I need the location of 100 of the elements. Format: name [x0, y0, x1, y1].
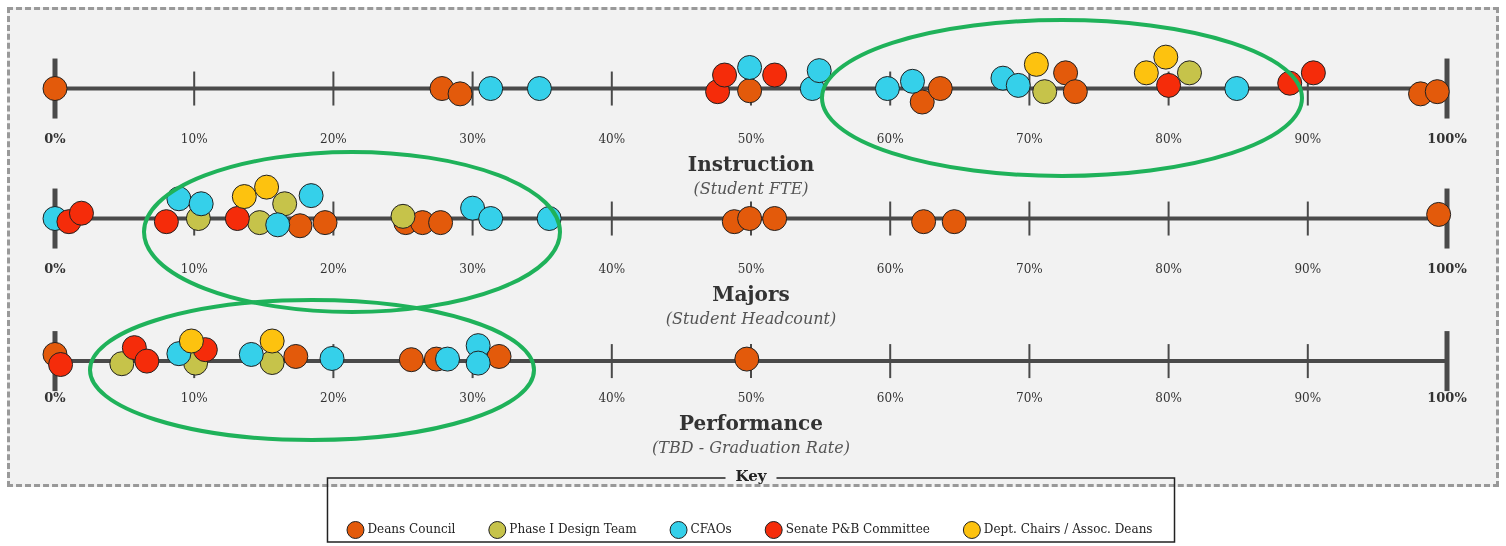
point — [428, 210, 454, 236]
x-tick-label: 50% — [737, 390, 765, 405]
x-tick-label: 70% — [1016, 261, 1043, 276]
point — [319, 345, 345, 371]
point — [42, 76, 68, 102]
x-tick-label: 20% — [320, 261, 347, 276]
point — [1300, 60, 1326, 86]
point — [259, 350, 285, 375]
legend-label: Dept. Chairs / Assoc. Deans — [983, 522, 1153, 537]
x-tick-label: 60% — [876, 261, 904, 276]
x-tick-label: 10% — [180, 390, 208, 405]
x-tick-label: 30% — [459, 390, 486, 405]
x-tick-label: 90% — [1294, 131, 1322, 146]
x-tick-label: 10% — [180, 131, 208, 146]
point — [68, 200, 94, 226]
point — [941, 209, 967, 235]
point — [460, 195, 486, 221]
point — [1424, 79, 1450, 105]
text: (TBD - Graduation Rate) — [652, 437, 850, 457]
x-tick-label: 40% — [598, 390, 626, 405]
point — [1023, 51, 1049, 77]
point — [526, 76, 552, 102]
point — [188, 191, 214, 217]
x-tick-label: 30% — [459, 261, 486, 276]
point — [283, 343, 309, 369]
x-tick-label: 80% — [1155, 131, 1182, 146]
point — [224, 206, 250, 232]
point — [874, 76, 900, 102]
x-tick-label: 90% — [1294, 390, 1322, 405]
point — [1133, 60, 1159, 86]
point — [1062, 79, 1088, 105]
point — [899, 68, 925, 94]
legend-label: Deans Council — [367, 522, 456, 537]
x-tick-label: 40% — [598, 261, 626, 276]
point — [737, 78, 763, 104]
point — [712, 62, 738, 88]
point — [298, 183, 324, 209]
x-tick-label: 50% — [737, 131, 765, 146]
point — [1005, 72, 1031, 98]
legend-label: CFAOs — [690, 522, 732, 537]
point — [238, 341, 264, 367]
point — [231, 184, 257, 210]
x-tick-label: 80% — [1155, 261, 1182, 276]
legend-title: Key — [735, 467, 768, 486]
point — [1176, 60, 1202, 86]
point — [259, 328, 285, 354]
point — [109, 351, 135, 377]
point — [447, 81, 473, 107]
point — [312, 210, 338, 236]
point — [398, 347, 424, 373]
x-tick-label: 20% — [320, 131, 347, 146]
point — [478, 206, 504, 232]
point — [762, 206, 788, 232]
point — [153, 209, 179, 235]
point — [272, 191, 298, 217]
x-tick-label: 20% — [320, 390, 347, 405]
point — [1032, 79, 1058, 105]
text: (Student FTE) — [693, 178, 809, 198]
x-tick-label: 100% — [1427, 390, 1468, 406]
x-tick-label: 0% — [44, 390, 67, 406]
point — [1053, 60, 1079, 86]
x-tick-label: 40% — [598, 131, 626, 146]
text: (Student Headcount) — [665, 308, 837, 328]
text: Instruction — [687, 152, 815, 176]
x-tick-label: 70% — [1016, 390, 1043, 405]
point — [734, 346, 760, 372]
point — [48, 352, 74, 378]
x-tick-label: 100% — [1427, 261, 1468, 277]
point — [737, 206, 763, 232]
point — [486, 343, 512, 369]
x-tick-label: 0% — [44, 131, 67, 147]
point — [478, 76, 504, 102]
point — [435, 346, 461, 372]
point — [134, 348, 160, 374]
x-tick-label: 70% — [1016, 131, 1043, 146]
point — [911, 209, 937, 235]
point — [1153, 44, 1179, 70]
x-tick-label: 0% — [44, 261, 67, 277]
point — [762, 62, 788, 88]
x-tick-label: 60% — [876, 390, 904, 405]
point — [178, 328, 204, 354]
point — [254, 174, 280, 200]
x-tick-label: 50% — [737, 261, 765, 276]
x-tick-label: 90% — [1294, 261, 1322, 276]
x-tick-label: 60% — [876, 131, 904, 146]
x-tick-label: 80% — [1155, 390, 1182, 405]
legend-label: Phase I Design Team — [509, 522, 638, 537]
legend-label: Senate P&B Committee — [785, 522, 930, 537]
point — [265, 212, 291, 238]
point — [1426, 201, 1452, 227]
point — [1156, 72, 1182, 98]
x-tick-label: 10% — [180, 261, 208, 276]
text: Majors — [712, 282, 790, 306]
x-tick-label: 100% — [1427, 131, 1468, 147]
point — [909, 89, 935, 115]
point — [806, 58, 832, 84]
point — [465, 350, 491, 376]
point — [737, 55, 763, 80]
point — [390, 203, 416, 229]
text: Performance — [679, 411, 823, 435]
